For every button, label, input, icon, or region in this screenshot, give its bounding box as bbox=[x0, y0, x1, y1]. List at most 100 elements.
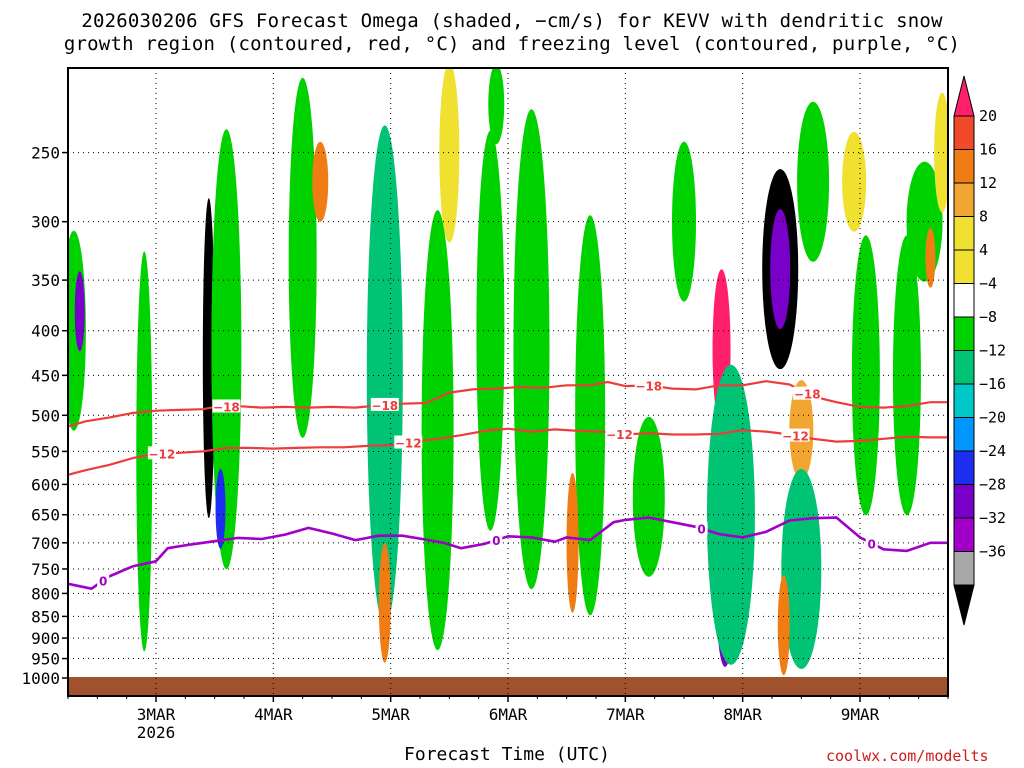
y-tick-label: 950 bbox=[31, 650, 60, 669]
contour-label-bg bbox=[793, 386, 822, 400]
ground-surface bbox=[68, 677, 948, 696]
y-tick-label: 250 bbox=[31, 144, 60, 163]
colorbar-swatch-14 bbox=[953, 551, 975, 586]
omega-shade-16 bbox=[632, 416, 665, 577]
omega-shade-20 bbox=[892, 235, 921, 516]
x-tick-sublabel: 2026 bbox=[137, 723, 176, 742]
colorbar-swatch-12 bbox=[953, 484, 975, 519]
contour-label--12: −12 bbox=[148, 447, 175, 461]
colorbar-label: −24 bbox=[979, 442, 1006, 460]
omega-shade-25 bbox=[842, 131, 867, 232]
omega-shade-3 bbox=[770, 209, 791, 330]
y-tick-label: 450 bbox=[31, 366, 60, 385]
colorbar-swatch-11 bbox=[953, 450, 975, 485]
omega-shade-24 bbox=[439, 68, 460, 243]
x-tick-label: 4MAR bbox=[254, 705, 293, 724]
y-tick-label: 850 bbox=[31, 607, 60, 626]
contour-label-bg bbox=[781, 428, 810, 442]
colorbar-label: −12 bbox=[979, 342, 1006, 360]
omega-shade-19 bbox=[851, 235, 880, 516]
omega-shade-11 bbox=[366, 125, 403, 626]
contour-label-bg bbox=[490, 533, 503, 547]
contour-label--18: −18 bbox=[371, 399, 398, 413]
contour-label--12: −12 bbox=[606, 428, 633, 442]
omega-shade-23 bbox=[312, 141, 329, 222]
chart-title-line-1: 2026030206 GFS Forecast Omega (shaded, −… bbox=[81, 10, 943, 32]
colorbar-bottom-arrow bbox=[953, 584, 975, 626]
omega-shade-13 bbox=[476, 130, 505, 531]
omega-shade-9 bbox=[211, 129, 242, 570]
colorbar-swatch-7 bbox=[953, 316, 975, 351]
contour-label-bg bbox=[97, 573, 110, 587]
y-tick-label: 300 bbox=[31, 213, 60, 232]
contour-label-bg bbox=[605, 426, 634, 440]
contour-label--18: −18 bbox=[794, 388, 821, 402]
y-tick-label: 550 bbox=[31, 442, 60, 461]
grid-lines bbox=[68, 68, 948, 696]
x-tick-label: 5MAR bbox=[371, 705, 410, 724]
colorbar-top-arrow bbox=[953, 75, 975, 117]
contour-label-bg bbox=[147, 446, 176, 460]
y-tick-label: 900 bbox=[31, 629, 60, 648]
y-tick-label: 700 bbox=[31, 534, 60, 553]
colorbar-swatch-4 bbox=[953, 216, 975, 251]
omega-shade-15 bbox=[575, 215, 606, 616]
contour-label-bg bbox=[370, 397, 399, 411]
colorbar-label: 20 bbox=[979, 107, 997, 125]
contour-label-bg bbox=[865, 536, 878, 550]
contour-label-bg bbox=[695, 521, 708, 535]
contour-label--12: −12 bbox=[395, 437, 422, 451]
omega-shade-30 bbox=[925, 227, 936, 288]
contour-label--18: −18 bbox=[213, 400, 240, 414]
x-tick-label: 6MAR bbox=[489, 705, 528, 724]
contour-label-0: 0 bbox=[99, 575, 107, 589]
x-axis-label: Forecast Time (UTC) bbox=[404, 744, 610, 765]
colorbar-label: −28 bbox=[979, 476, 1006, 494]
y-tick-label: 1000 bbox=[21, 669, 60, 688]
colorbar-swatch-2 bbox=[953, 149, 975, 184]
y-tick-label: 650 bbox=[31, 506, 60, 525]
y-axis-ticks: 250 300 350 400 450 500 550 600 650 700 750 800 850 9… bbox=[21, 144, 68, 688]
colorbar-label: −20 bbox=[979, 409, 1006, 427]
x-tick-label: 9MAR bbox=[841, 705, 880, 724]
omega-shade-22 bbox=[566, 472, 579, 613]
omega-shade-26 bbox=[672, 141, 696, 302]
colorbar-label: −36 bbox=[979, 543, 1006, 561]
colorbar-label: −8 bbox=[979, 308, 997, 326]
colorbar-label: 4 bbox=[979, 241, 988, 259]
contour-0 bbox=[68, 516, 948, 590]
colorbar-swatch-6 bbox=[953, 283, 975, 318]
chart-title-line-2: growth region (contoured, red, °C) and f… bbox=[63, 33, 961, 55]
colorbar-label: −16 bbox=[979, 375, 1006, 393]
source-credit: coolwx.com/modelts bbox=[826, 747, 989, 765]
omega-shade-32 bbox=[777, 575, 790, 676]
colorbar-label: −4 bbox=[979, 275, 997, 293]
omega-shade-28 bbox=[215, 468, 226, 549]
omega-shade-12 bbox=[421, 210, 454, 651]
colorbar: 20 16 12 8 4 −4 −8 −12 −16 −20 −24 −28 −32 −36 bbox=[953, 75, 1006, 626]
y-tick-label: 500 bbox=[31, 406, 60, 425]
omega-shade-14 bbox=[513, 109, 550, 590]
y-tick-label: 750 bbox=[31, 560, 60, 579]
contour-label--18: −18 bbox=[635, 379, 662, 393]
colorbar-swatch-13 bbox=[953, 517, 975, 552]
omega-shade-29 bbox=[74, 271, 85, 352]
contour-label-bg bbox=[394, 435, 423, 449]
omega-shade-33 bbox=[378, 542, 391, 663]
contour-label-bg bbox=[212, 399, 241, 413]
colorbar-swatch-9 bbox=[953, 383, 975, 418]
colorbar-swatch-8 bbox=[953, 350, 975, 385]
y-tick-label: 800 bbox=[31, 584, 60, 603]
contour-label-0: 0 bbox=[697, 523, 705, 537]
colorbar-label: −32 bbox=[979, 509, 1006, 527]
omega-shade-27 bbox=[797, 101, 830, 262]
omega-shade-31 bbox=[934, 92, 948, 213]
y-tick-label: 600 bbox=[31, 475, 60, 494]
y-tick-label: 400 bbox=[31, 322, 60, 341]
omega-shade-8 bbox=[136, 251, 153, 652]
omega-shade-17 bbox=[706, 364, 755, 665]
contour-label-0: 0 bbox=[492, 534, 500, 548]
colorbar-swatch-5 bbox=[953, 249, 975, 284]
